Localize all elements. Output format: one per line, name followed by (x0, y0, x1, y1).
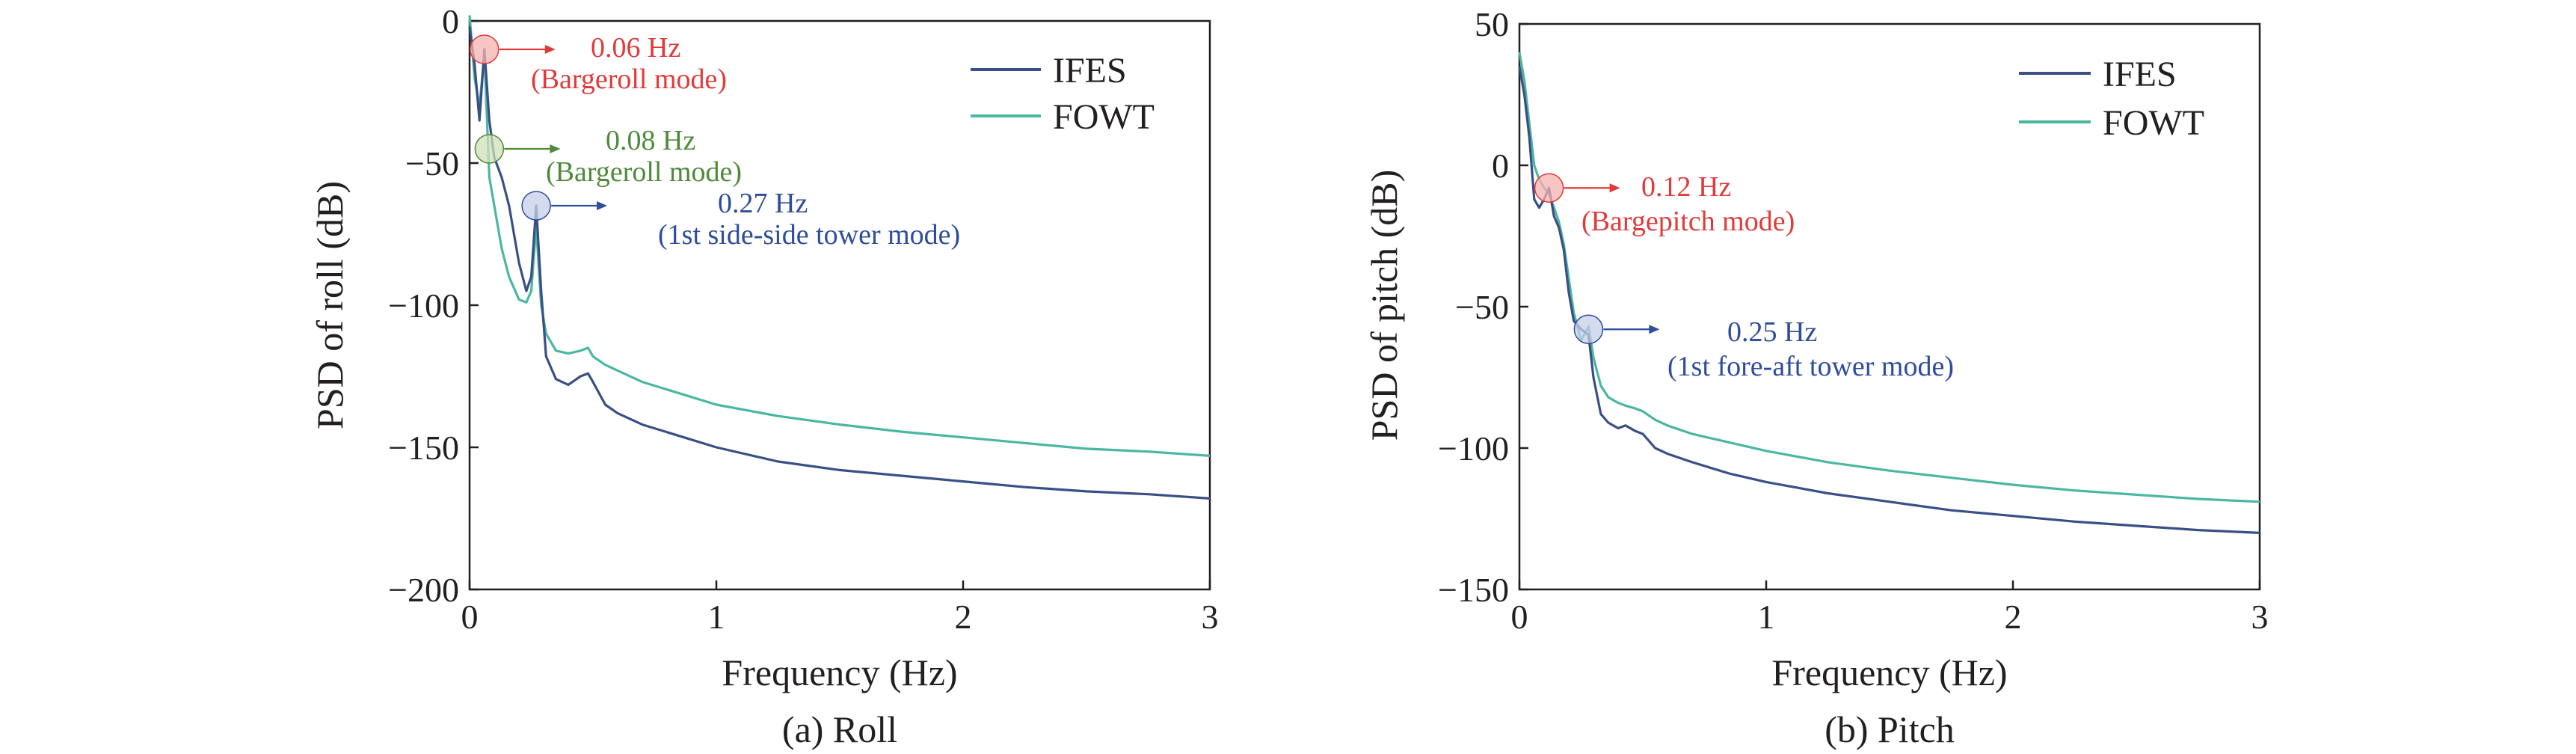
arrow-head (544, 45, 556, 54)
pitch-caption: (b) Pitch (1825, 708, 1955, 750)
x-tick-label: 0 (461, 598, 479, 636)
pitch-y-axis-label: PSD of pitch (dB) (1363, 170, 1405, 441)
annotation-marker (1573, 314, 1604, 344)
y-tick-label: −200 (388, 571, 459, 609)
roll-axis-ticks: 0 1 2 3 0 −50 −100 −150 −200 (388, 2, 1218, 636)
legend-label-ifes: IFES (2103, 55, 2177, 94)
x-tick-label: 2 (2005, 598, 2022, 636)
y-tick-label: 50 (1475, 5, 1509, 43)
annotation-marker (474, 134, 505, 164)
annotation-mode: (1st side-side tower mode) (658, 219, 960, 251)
annotation-mode: (Bargeroll mode) (546, 156, 742, 188)
x-tick-label: 1 (708, 598, 725, 636)
annotation-marker (1534, 173, 1564, 203)
annotation-0.27-hz: 0.27 Hz(1st side-side tower mode) (521, 188, 960, 251)
legend-label-fowt: FOWT (1053, 97, 1155, 137)
annotation-0.25-hz: 0.25 Hz(1st fore-aft tower mode) (1573, 314, 1954, 382)
series-line-fowt (468, 15, 1211, 457)
roll-y-axis-label: PSD of roll (dB) (309, 181, 351, 429)
arrow-head (1649, 325, 1660, 334)
annotation-marker (470, 34, 499, 64)
x-tick-label: 3 (1202, 598, 1219, 636)
x-tick-label: 1 (1758, 598, 1775, 636)
x-tick-label: 0 (1511, 598, 1528, 636)
annotation-0.06-hz: 0.06 Hz(Bargeroll mode) (470, 32, 727, 95)
pitch-x-axis-label: Frequency (Hz) (1771, 652, 2007, 693)
legend-label-fowt: FOWT (2103, 103, 2204, 143)
pitch-legend: IFES FOWT (2019, 55, 2204, 143)
roll-annotations: 0.06 Hz(Bargeroll mode)0.08 Hz(Bargeroll… (470, 32, 960, 251)
y-tick-label: 0 (442, 2, 459, 40)
annotation-marker (521, 191, 551, 221)
x-tick-label: 2 (955, 598, 972, 636)
annotation-frequency: 0.08 Hz (606, 125, 695, 156)
roll-panel: 0 1 2 30−50−100−150−200 0.06 Hz(Bargeroll m… (309, 2, 1219, 750)
roll-x-axis-label: Frequency (Hz) (722, 652, 957, 693)
y-tick-label: −100 (1438, 429, 1509, 468)
arrow-head (597, 201, 608, 210)
y-tick-label: 0 (1492, 147, 1509, 185)
arrow-head (550, 144, 561, 153)
y-tick-label: −100 (388, 286, 459, 325)
pitch-annotations: 0.12 Hz(Bargepitch mode) 0.25 Hz(1st fore… (1534, 171, 1954, 382)
arrow-head (1609, 183, 1620, 193)
annotation-mode: (Bargeroll mode) (531, 64, 727, 95)
legend-label-ifes: IFES (1053, 51, 1127, 91)
roll-legend: IFES FOWT (971, 51, 1155, 137)
y-tick-label: −50 (1455, 288, 1509, 326)
annotation-mode: (Bargepitch mode) (1581, 206, 1795, 237)
annotation-frequency: 0.25 Hz (1727, 316, 1817, 348)
annotation-0.12-hz: 0.12 Hz(Bargepitch mode) (1534, 171, 1795, 237)
pitch-axis-ticks: 0 1 2 3 50 0 −50 −100 −150 (1438, 5, 2268, 636)
annotation-frequency: 0.06 Hz (591, 32, 680, 64)
annotation-frequency: 0.27 Hz (718, 188, 808, 219)
annotation-0.08-hz: 0.08 Hz(Bargeroll mode) (474, 125, 742, 188)
roll-caption: (a) Roll (782, 708, 897, 750)
pitch-panel: 0 1 2 3 50 0 −50 −100 −150 0.12 Hz(Bargepitch mo… (1363, 5, 2269, 750)
y-tick-label: −150 (1438, 571, 1509, 609)
x-tick-label: 3 (2251, 598, 2269, 636)
y-tick-label: −150 (388, 429, 459, 467)
annotation-mode: (1st fore-aft tower mode) (1667, 351, 1954, 382)
annotation-frequency: 0.12 Hz (1641, 171, 1731, 203)
y-tick-label: −50 (405, 144, 459, 183)
